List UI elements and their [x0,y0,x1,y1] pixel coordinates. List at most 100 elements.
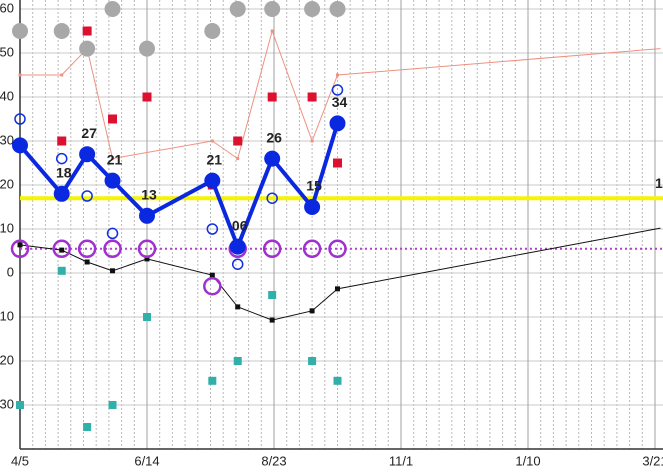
data-label: 26 [266,129,282,145]
circle-marker [79,40,96,57]
square-marker [57,266,66,275]
square-marker [270,29,274,33]
square-marker [82,26,92,36]
open-circle-marker [106,227,119,240]
data-label: 21 [107,151,123,167]
square-marker [16,401,24,409]
circle-marker [264,150,281,167]
circle-marker [229,238,246,255]
y-tick-label: -20 [0,352,14,367]
square-marker [309,308,315,314]
square-marker [310,139,314,143]
square-marker [83,423,92,431]
reference-label: 17 [655,175,663,191]
circle-marker [229,1,246,17]
circle-marker [139,40,155,57]
data-label: 27 [81,125,97,141]
x-tick-label: 11/1 [389,453,413,468]
square-marker [108,114,118,124]
y-tick-label: 10 [0,220,14,235]
data-label: 21 [207,151,223,167]
square-marker [333,158,342,168]
circle-marker [104,1,121,17]
open-circle-marker [231,258,244,270]
square-marker [110,268,116,274]
square-marker [108,401,117,409]
series-line [20,29,661,160]
open-circle-marker [331,84,344,96]
square-marker [308,357,317,365]
x-tick-label: 4/5 [11,453,29,468]
open-circle-marker [137,239,157,259]
circle-marker [204,172,221,189]
open-circle-marker [302,239,322,259]
square-marker [111,157,115,161]
circle-marker [12,23,28,39]
open-circle-marker [14,113,26,125]
square-marker [233,136,243,146]
square-marker [144,256,150,262]
open-circle-marker [77,239,97,259]
data-label: 15 [306,178,322,194]
square-marker [208,376,217,385]
data-label: 18 [56,165,72,181]
circle-marker [139,207,155,224]
x-tick-label: 8/23 [261,453,286,468]
square-marker [268,291,277,299]
square-marker [18,73,22,77]
circle-marker [329,1,346,17]
x-tick-label: 1/10 [515,453,540,468]
square-marker [57,136,67,146]
circle-marker [329,115,346,132]
square-marker [335,286,340,292]
square-marker [307,92,317,102]
y-tick-label: 40 [0,88,14,103]
data-label: 13 [141,187,157,203]
square-marker [84,259,90,265]
square-marker [209,272,215,278]
open-circle-marker [206,223,219,235]
square-marker [142,92,152,102]
open-circle-marker [10,239,30,259]
square-marker [333,376,342,385]
y-tick-label: 20 [0,176,14,191]
open-circle-marker [266,192,278,204]
series-line [18,122,340,253]
square-marker [59,247,65,253]
x-tick-label: 6/14 [134,453,159,468]
open-circle-marker [81,190,93,202]
circle-marker [79,146,96,163]
circle-marker [12,137,28,154]
square-marker [236,157,240,161]
square-marker [267,92,277,102]
square-marker [269,317,275,323]
y-tick-label: 60 [0,0,14,15]
circle-marker [304,199,321,215]
square-marker [60,73,64,77]
square-marker [210,139,214,143]
open-circle-marker [55,152,68,165]
circle-marker [53,23,70,39]
square-marker [235,304,241,310]
open-circle-marker [103,239,122,259]
square-marker [233,357,242,365]
open-circle-marker [262,239,282,259]
open-circle-marker [203,276,222,296]
data-label: 06 [232,217,248,233]
circle-marker [264,1,281,17]
circle-marker [304,1,321,17]
circle-marker [104,172,121,189]
y-tick-label: 30 [0,132,14,147]
square-marker [143,313,151,321]
y-tick-label: 50 [0,44,14,59]
x-tick-label: 3/21 [642,453,663,468]
open-circle-marker [52,239,71,259]
circle-marker [204,23,221,39]
circle-marker [53,185,70,202]
square-marker [336,73,339,77]
y-tick-label: -30 [0,396,14,411]
square-marker [17,242,23,248]
data-label: 34 [332,94,348,110]
